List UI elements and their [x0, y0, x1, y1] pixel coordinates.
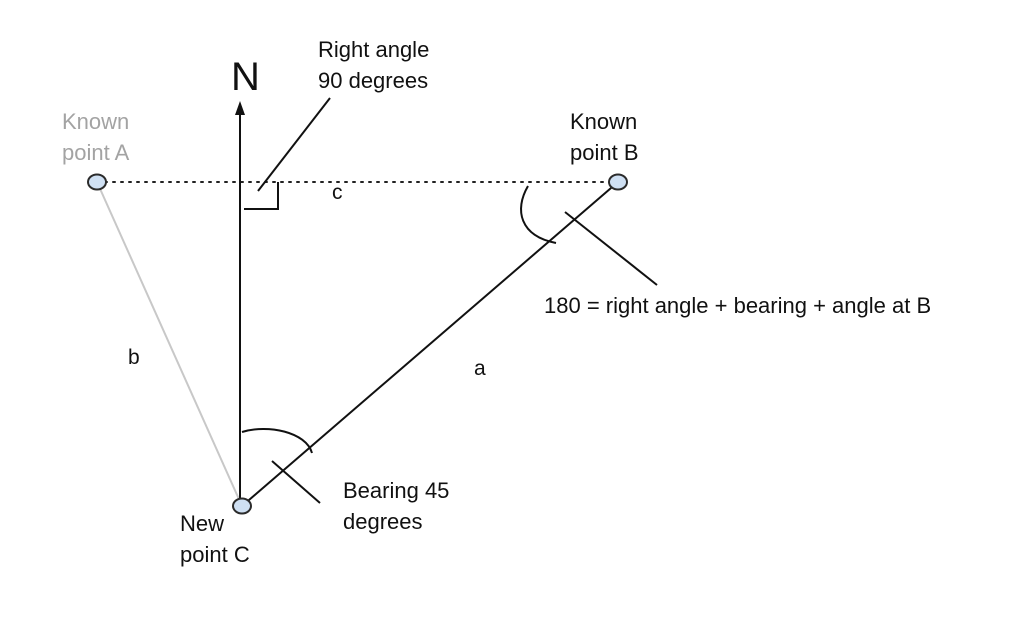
point-b-label: Known point B — [570, 109, 643, 165]
right-angle-pointer — [257, 97, 331, 192]
point-a-marker — [87, 173, 107, 191]
bearing-label: Bearing 45 degrees — [343, 478, 456, 534]
side-a-label: a — [474, 357, 486, 380]
bearing-pointer — [271, 460, 321, 504]
angle-b-pointer — [564, 211, 658, 286]
north-arrow-icon — [235, 101, 245, 115]
point-c-marker — [232, 497, 252, 515]
angle-sum-label: 180 = right angle + bearing + angle at B — [544, 293, 931, 318]
point-c-label: New point C — [180, 511, 250, 567]
bearing-arc — [241, 428, 313, 454]
side-b-line — [96, 181, 243, 507]
right-angle-marker — [244, 182, 279, 210]
side-b-label: b — [128, 346, 140, 369]
side-a-line — [241, 181, 619, 507]
angle-b-arc — [520, 185, 557, 244]
point-b-marker — [608, 173, 628, 191]
point-a-label: Known point A — [62, 109, 135, 165]
north-label: N — [231, 55, 260, 99]
side-c-label: c — [332, 181, 343, 204]
right-angle-label: Right angle 90 degrees — [318, 37, 435, 93]
